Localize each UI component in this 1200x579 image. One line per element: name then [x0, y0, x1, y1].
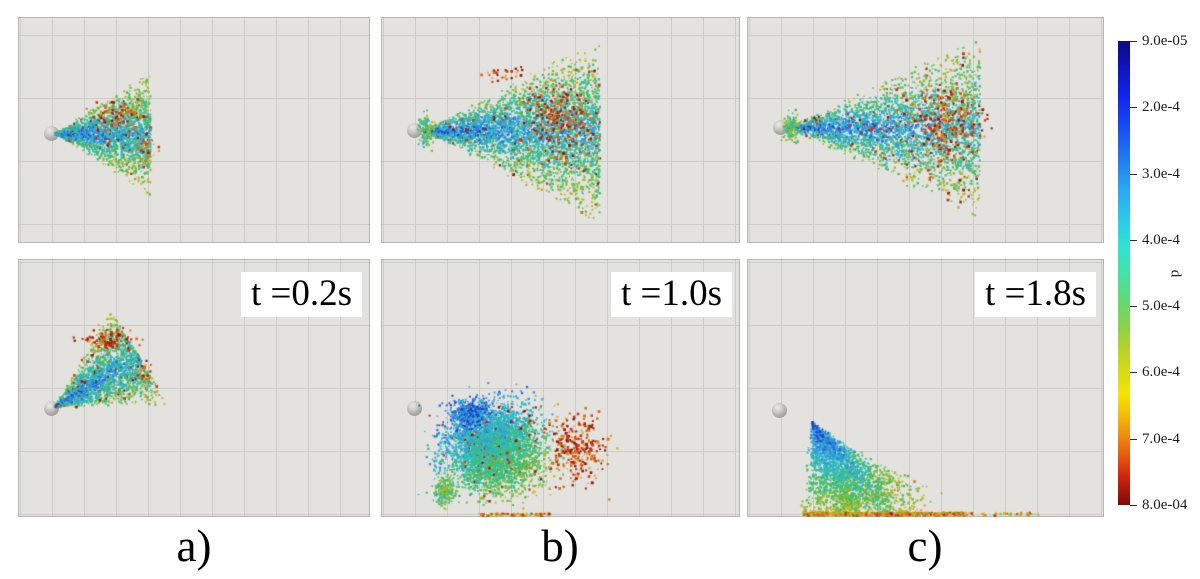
colorbar-tick [1130, 438, 1137, 440]
colorbar-tick [1130, 306, 1137, 308]
panel-caption-c: c) [907, 521, 943, 571]
panel-caption-b: b) [541, 521, 579, 571]
time-label: t =1.0s [610, 272, 732, 318]
colorbar-tick [1130, 372, 1137, 374]
colorbar-tick-label: 8.0e-04 [1142, 497, 1188, 513]
colorbar-tick [1130, 505, 1137, 506]
colorbar-tick [1130, 173, 1137, 175]
colorbar-tick-label: 2.0e-4 [1142, 99, 1180, 116]
particle-cloud-canvas [381, 17, 740, 243]
simulation-panel-b-top [381, 17, 740, 243]
colorbar-tick [1130, 107, 1137, 109]
colorbar-tick-label: 7.0e-4 [1142, 430, 1180, 447]
simulation-panel-c-bottom: t =1.8s [747, 259, 1104, 517]
colorbar-tick-label: 6.0e-4 [1142, 364, 1180, 381]
panel-caption-a: a) [176, 521, 212, 571]
colorbar-tick-label: 5.0e-4 [1142, 298, 1180, 315]
colorbar-tick-label: 4.0e-4 [1142, 231, 1180, 248]
simulation-panel-b-bottom: t =1.0s [381, 259, 740, 517]
colorbar-tick-label: 9.0e-05 [1142, 33, 1188, 49]
particle-cloud-canvas [747, 17, 1104, 243]
colorbar-tick [1130, 41, 1137, 42]
simulation-panel-a-top [18, 17, 370, 243]
particle-cloud-canvas [18, 17, 370, 243]
time-label: t =1.8s [974, 272, 1096, 318]
colorbar-tick-label: 3.0e-4 [1142, 165, 1180, 182]
colorbar-gradient [1118, 41, 1130, 505]
simulation-panel-c-top [747, 17, 1104, 243]
colorbar-tick [1130, 239, 1137, 241]
simulation-panel-a-bottom: t =0.2s [18, 259, 370, 517]
colorbar-title: d [1167, 269, 1184, 278]
time-label: t =0.2s [240, 272, 362, 318]
